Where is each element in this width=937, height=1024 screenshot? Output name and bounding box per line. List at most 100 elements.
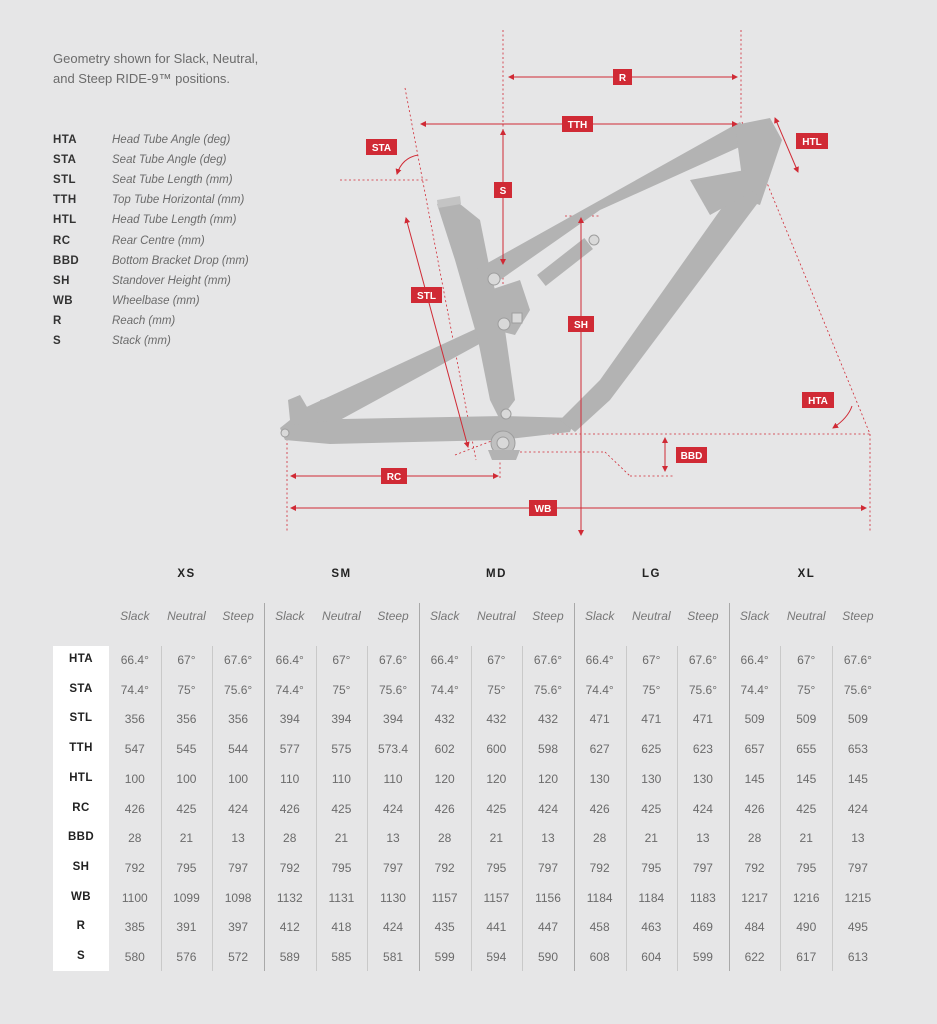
- legend-item: STL Seat Tube Length (mm): [53, 170, 249, 190]
- tag-stl: STL: [411, 287, 442, 303]
- legend-abbr: BBD: [53, 254, 80, 267]
- tag-tth: TTH: [562, 116, 593, 132]
- table-cell: 110: [280, 771, 300, 786]
- intro-line: and Steep RIDE-9™ positions.: [53, 71, 231, 86]
- column-divider: [212, 646, 213, 971]
- reference-lines: [286, 30, 871, 532]
- table-cell: 356: [124, 712, 145, 727]
- table-cell: 13: [231, 831, 245, 846]
- table-cell: 66.4°: [275, 653, 304, 667]
- table-cell: 145: [744, 771, 765, 786]
- table-cell: 585: [331, 950, 352, 964]
- legend-item: SH Standover Height (mm): [53, 271, 249, 291]
- table-cell: 67°: [332, 653, 351, 667]
- table-cell: 797: [692, 860, 713, 875]
- table-cell: 1184: [586, 890, 613, 905]
- tag-wb-label: WB: [535, 504, 552, 515]
- row-label-htl: HTL: [69, 771, 93, 784]
- table-cell: 424: [228, 801, 249, 816]
- row-label-bbd: BBD: [67, 831, 95, 844]
- column-divider: [471, 646, 472, 971]
- table-cell: 425: [796, 801, 817, 816]
- intro-text: Geometry shown for Slack, Neutral, and S…: [53, 49, 283, 89]
- table-cell: 67°: [642, 653, 661, 667]
- table-cell: 572: [228, 950, 249, 964]
- legend-item: S Stack (mm): [53, 331, 249, 351]
- table-cell: 110: [331, 771, 351, 786]
- table-cell: 67°: [177, 653, 196, 667]
- tag-sta: STA: [366, 139, 397, 155]
- frame-geometry-diagram: R TTH STA HTL S STL SH HTA BBD RC WB: [280, 30, 871, 536]
- table-cell: 21: [644, 831, 658, 846]
- table-cell: 28: [128, 831, 142, 846]
- table-cell: 67°: [487, 653, 506, 667]
- tag-hta: HTA: [802, 392, 834, 408]
- table-cell: 792: [744, 860, 765, 875]
- table-cell: 66.4°: [430, 653, 459, 667]
- table-cell: 75°: [177, 682, 196, 697]
- legend-desc: Head Tube Angle (deg): [112, 134, 231, 147]
- table-cell: 1157: [483, 890, 510, 905]
- tag-r-label: R: [619, 73, 627, 84]
- tag-wb: WB: [529, 500, 557, 516]
- table-cell: 425: [641, 801, 662, 816]
- legend-desc: Bottom Bracket Drop (mm): [112, 254, 249, 267]
- position-header-xl-neutral: Neutral: [786, 609, 826, 623]
- table-cell: 599: [434, 950, 455, 964]
- table-cell: 75°: [797, 682, 816, 697]
- table-cell: 356: [228, 712, 249, 727]
- table-cell: 458: [589, 920, 610, 935]
- position-header-xs-neutral: Neutral: [167, 609, 206, 623]
- table-cell: 412: [279, 920, 300, 935]
- legend-abbr: RC: [53, 234, 71, 247]
- table-cell: 795: [796, 860, 817, 875]
- table-cell: 599: [692, 950, 713, 964]
- table-cell: 130: [641, 771, 662, 786]
- position-header-sm-slack: Slack: [275, 609, 305, 623]
- table-cell: 424: [537, 801, 558, 816]
- legend-desc: Seat Tube Length (mm): [112, 174, 233, 187]
- column-divider: [161, 646, 162, 971]
- legend-item: TTH Top Tube Horizontal (mm): [53, 190, 249, 210]
- table-cell: 424: [692, 801, 713, 816]
- table-cell: 425: [331, 801, 352, 816]
- table-cell: 544: [228, 742, 249, 757]
- position-header-md-steep: Steep: [532, 609, 564, 623]
- legend-desc: Top Tube Horizontal (mm): [112, 194, 245, 207]
- table-cell: 397: [228, 920, 249, 935]
- legend-desc: Wheelbase (mm): [112, 294, 200, 307]
- legend-abbr: HTL: [53, 214, 77, 227]
- tag-rc-label: RC: [387, 472, 401, 483]
- table-cell: 120: [537, 771, 558, 786]
- table-cell: 1216: [792, 890, 820, 905]
- tag-s-label: S: [500, 186, 507, 197]
- table-cell: 66.4°: [740, 653, 769, 667]
- table-cell: 617: [796, 950, 817, 964]
- table-cell: 425: [176, 801, 197, 816]
- row-label-s: S: [76, 950, 86, 962]
- table-cell: 795: [331, 860, 352, 875]
- tag-rc: RC: [381, 468, 407, 484]
- legend-desc: Head Tube Length (mm): [112, 214, 237, 227]
- table-cell: 75.6°: [224, 682, 253, 697]
- table-cell: 100: [228, 771, 249, 786]
- position-header-lg-steep: Steep: [687, 609, 719, 623]
- table-cell: 623: [692, 742, 713, 757]
- column-divider: [522, 646, 523, 971]
- table-cell: 75°: [642, 682, 661, 697]
- table-cell: 130: [692, 771, 713, 786]
- row-label-column: [53, 646, 109, 971]
- size-group-divider: [729, 603, 730, 971]
- legend-abbr: TTH: [53, 194, 77, 207]
- tag-r: R: [613, 69, 632, 85]
- table-cell: 74.4°: [740, 682, 769, 697]
- table-cell: 622: [744, 950, 765, 964]
- column-divider: [832, 646, 833, 971]
- tag-sh-label: SH: [574, 320, 588, 331]
- table-cell: 1156: [535, 890, 561, 905]
- position-header-sm-neutral: Neutral: [322, 609, 361, 623]
- legend-item: WB Wheelbase (mm): [53, 291, 249, 311]
- table-cell: 792: [279, 860, 300, 875]
- table-cell: 394: [331, 712, 352, 727]
- geometry-legend: HTA Head Tube Angle (deg) STA Seat Tube An…: [53, 130, 249, 351]
